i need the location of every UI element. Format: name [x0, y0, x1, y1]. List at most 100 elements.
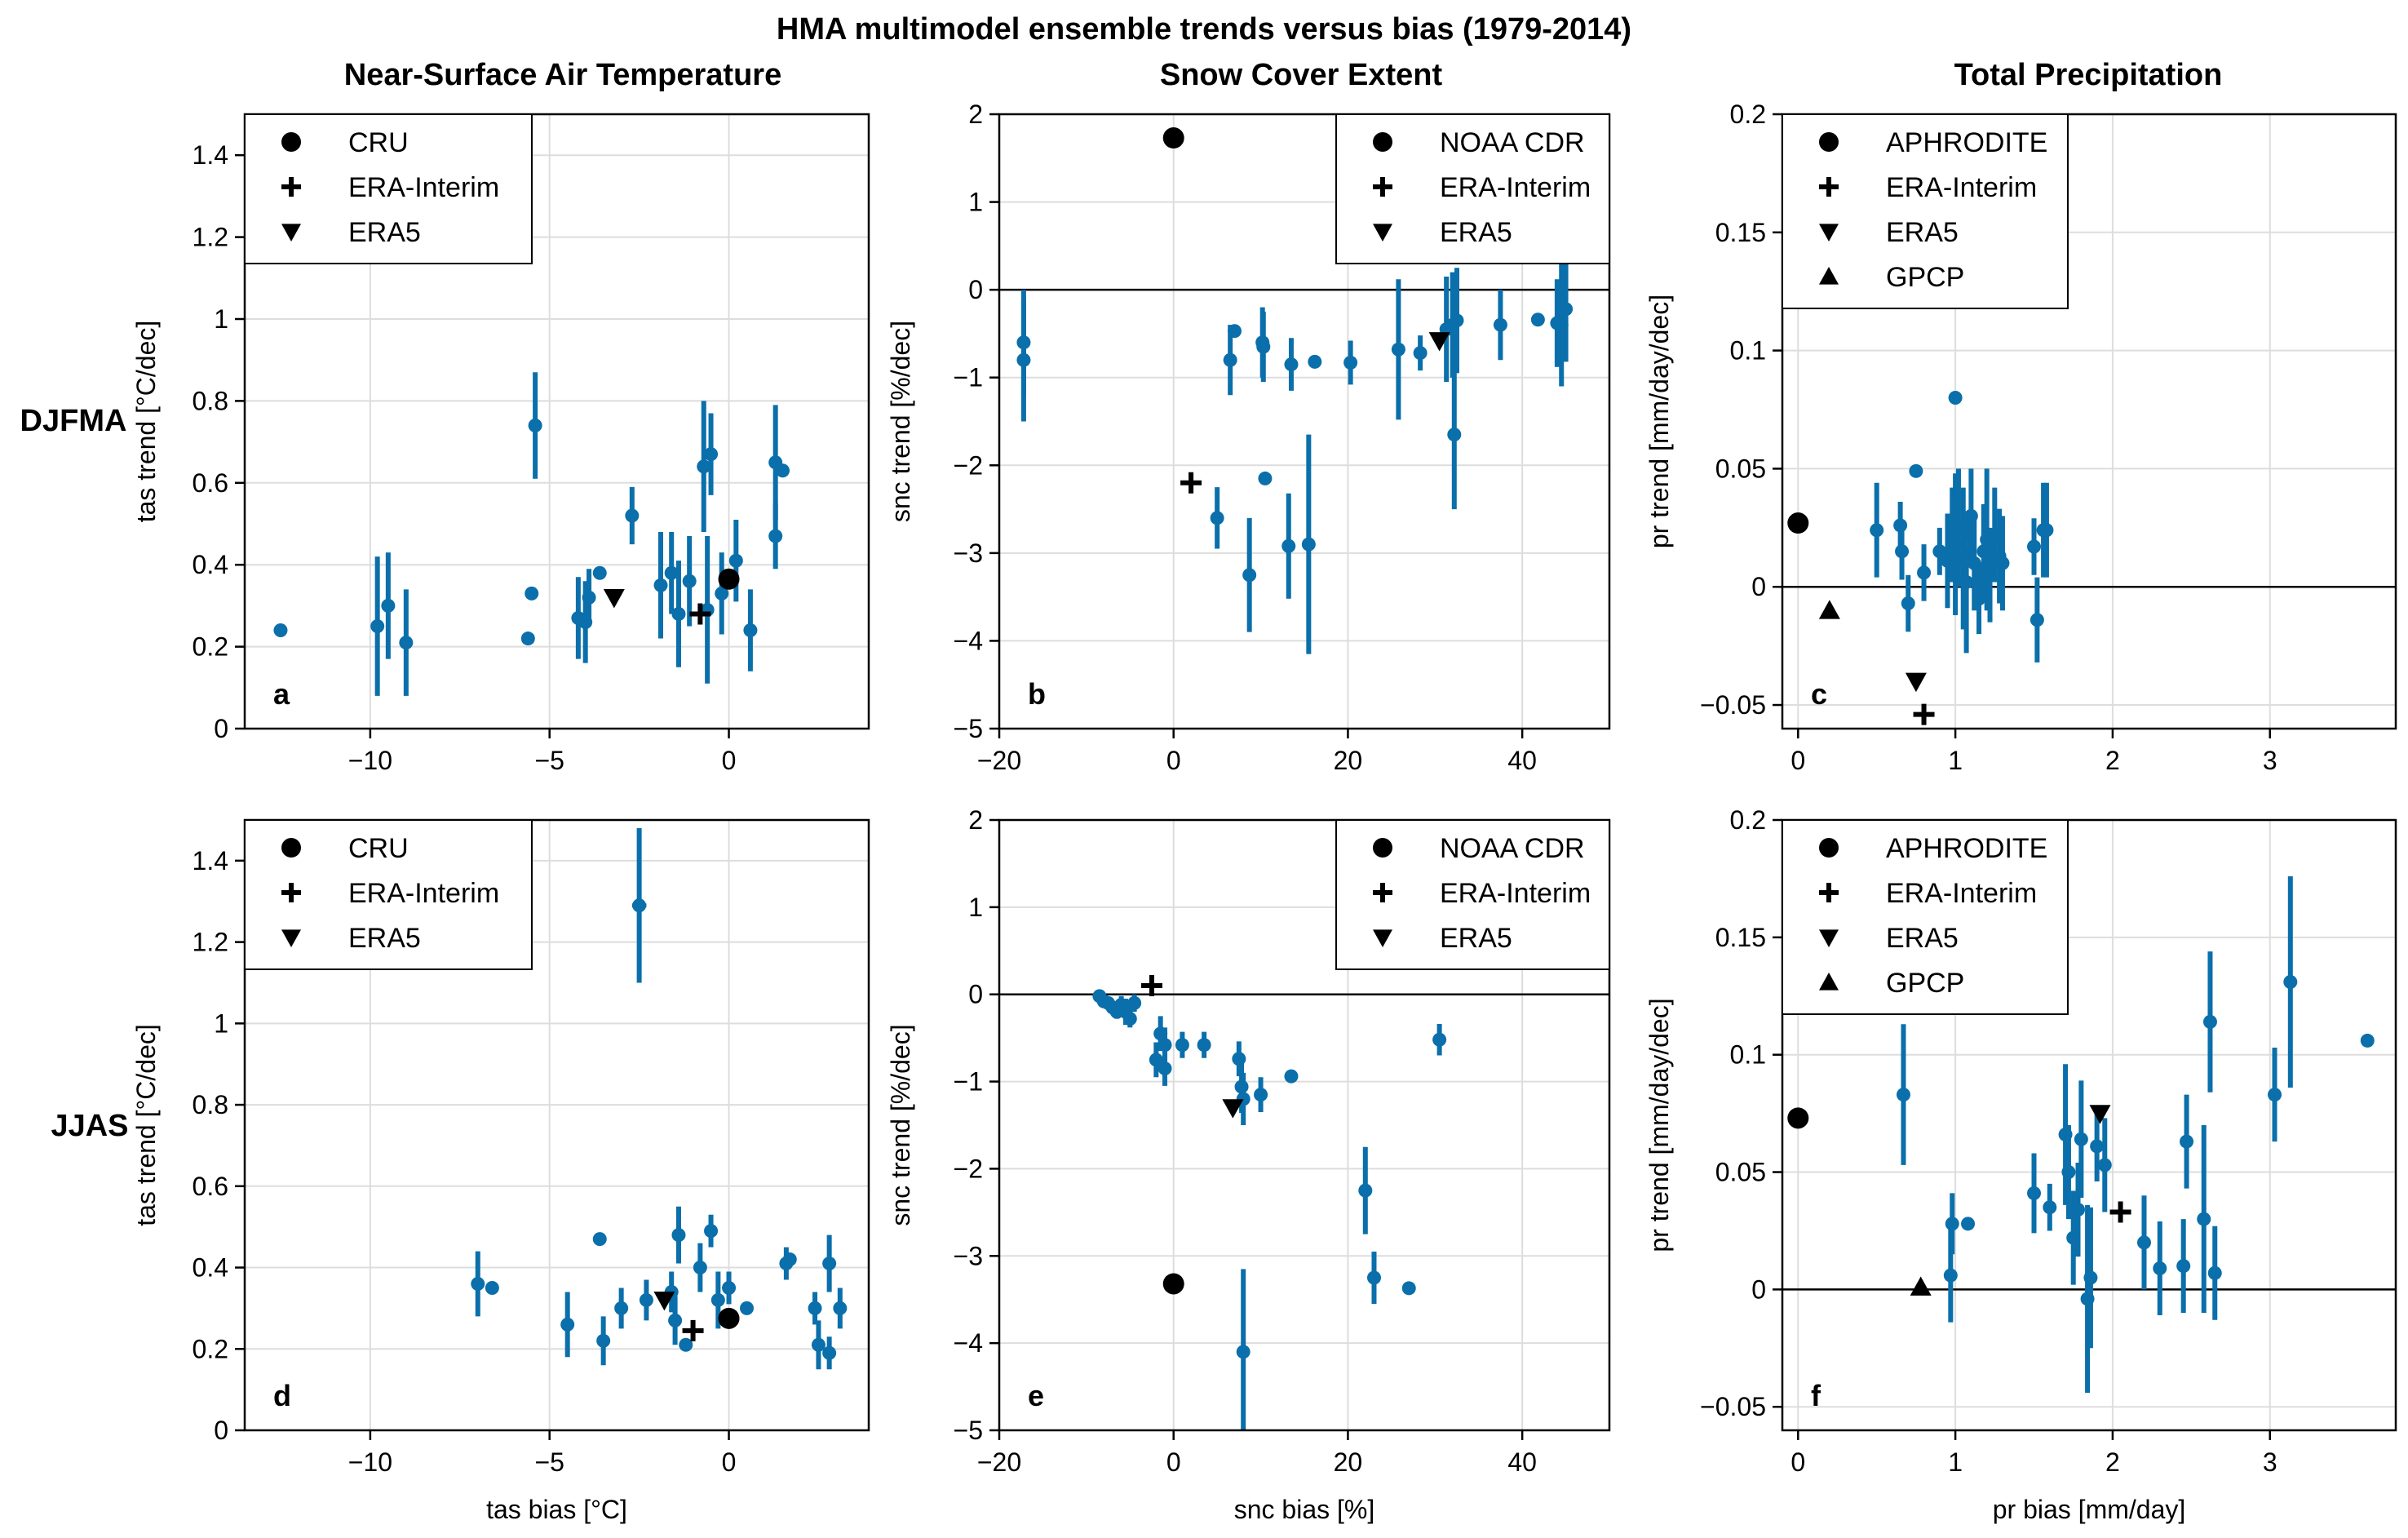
legend: CRU ERA-Interim ERA5 [244, 113, 533, 264]
y-tick-label: −2 [954, 450, 983, 480]
legend-label: NOAA CDR [1440, 833, 1585, 864]
x-tick-label: 0 [722, 746, 737, 775]
model-point [1870, 523, 1884, 538]
model-points [471, 827, 848, 1370]
column-title-temperature: Near-Surface Air Temperature [344, 58, 781, 92]
model-points [1787, 391, 2054, 725]
y-tick-label: 0.1 [1730, 336, 1766, 366]
model-point [715, 586, 729, 601]
y-tick-label: −1 [954, 1067, 983, 1097]
y-tick-label: 0.8 [193, 386, 228, 415]
legend-label: ERA-Interim [1440, 172, 1591, 203]
model-point [679, 1337, 693, 1352]
axes-frame [998, 113, 1611, 730]
model-point [2030, 613, 2044, 627]
legend: APHRODITE ERA-Interim ERA5 GPCP [1782, 113, 2069, 309]
reference-noaa-cdr [1162, 127, 1184, 149]
legend: CRU ERA-Interim ERA5 [244, 819, 533, 970]
model-point [653, 578, 668, 592]
model-point [1559, 302, 1574, 317]
model-point [520, 632, 535, 646]
reference-era5 [603, 588, 625, 609]
legend-marker [1819, 973, 1839, 991]
model-point [471, 1276, 485, 1291]
legend-marker [1373, 224, 1392, 242]
x-tick-label: 0 [1166, 746, 1181, 775]
reference-era5 [1222, 1099, 1244, 1119]
y-tick-label: 0.8 [193, 1090, 228, 1119]
y-tick-label: −2 [954, 1154, 983, 1183]
model-point [2202, 1014, 2217, 1029]
model-point [2083, 1270, 2098, 1285]
model-point [2136, 1235, 2151, 1250]
y-tick-label: −4 [954, 626, 983, 655]
model-point [728, 553, 743, 568]
model-point [273, 623, 288, 638]
x-tick-label: 20 [1334, 746, 1363, 775]
reference-gpcp [1910, 1276, 1932, 1296]
model-point [697, 459, 711, 474]
legend-label: ERA-Interim [1886, 878, 2037, 909]
model-point [1959, 574, 1974, 589]
x-tick-label: 20 [1334, 1447, 1363, 1477]
panel-letter: d [273, 1379, 291, 1412]
figure-title: HMA multimodel ensemble trends versus bi… [777, 12, 1631, 47]
legend-marker [281, 177, 301, 197]
y-tick-label: 0 [214, 1416, 228, 1445]
y-tick-label: −1 [954, 363, 983, 392]
model-point [1917, 565, 1932, 580]
y-tick-label: 0 [968, 275, 983, 304]
y-tick-label: 1 [968, 188, 983, 217]
model-point [1413, 346, 1428, 361]
panel-letter: a [273, 677, 290, 711]
legend-marker [1819, 883, 1839, 902]
reference-noaa-cdr [1162, 1273, 1184, 1295]
model-point [2061, 1165, 2076, 1180]
y-tick-label: 0 [968, 980, 983, 1009]
x-axis-label: pr bias [mm/day] [1993, 1495, 2186, 1524]
x-tick-label: 3 [2263, 1447, 2277, 1477]
model-point [2027, 539, 2042, 554]
model-point [1308, 354, 1322, 369]
model-point [1284, 357, 1299, 372]
model-point [1896, 1088, 1910, 1102]
x-tick-label: 2 [2105, 1447, 2120, 1477]
x-tick-label: −20 [977, 1447, 1021, 1477]
x-axis-label: snc bias [%] [1234, 1495, 1375, 1524]
panel-letter: b [1028, 677, 1046, 711]
reference-era-interim [1180, 472, 1202, 494]
y-axis-label: pr trend [mm/day/dec] [1644, 295, 1674, 548]
model-point [1158, 1038, 1172, 1053]
model-point [614, 1301, 629, 1315]
panel-b: −20 0 20 40 −5 −4 −3 −2 −1 0 1 2 snc trend [%/dec] b N… [886, 100, 1611, 775]
legend-marker [281, 224, 301, 242]
legend-label: APHRODITE [1886, 127, 2047, 158]
model-point [370, 619, 385, 633]
y-tick-label: −3 [954, 539, 983, 568]
model-point [1175, 1038, 1189, 1053]
model-point [592, 1232, 607, 1247]
y-tick-label: 0.05 [1715, 1158, 1766, 1187]
y-tick-label: 0.2 [1730, 100, 1766, 129]
legend-label: ERA-Interim [348, 172, 499, 203]
legend-marker [281, 132, 301, 152]
reference-era5 [1428, 332, 1450, 352]
model-point [2180, 1134, 2194, 1149]
reference-era-interim [2109, 1201, 2131, 1223]
model-point [1432, 1032, 1447, 1047]
y-tick-label: 0.4 [193, 1253, 228, 1283]
x-tick-label: −10 [348, 1447, 392, 1477]
y-tick-label: −5 [954, 1416, 983, 1445]
y-tick-label: 2 [968, 100, 983, 129]
y-tick-label: 0.6 [193, 1172, 228, 1201]
model-point [1961, 1217, 1976, 1231]
x-tick-label: 2 [2105, 746, 2120, 775]
y-tick-label: 0.15 [1715, 218, 1766, 247]
model-point [1895, 544, 1910, 559]
legend-label: GPCP [1886, 968, 1964, 999]
model-point [639, 1292, 653, 1307]
reference-aphrodite [1787, 512, 1809, 534]
panel-d: −10 −5 0 0 0.2 0.4 0.6 0.8 1 1.2 1.4 tas trend [°C/… [131, 818, 870, 1524]
model-point [671, 606, 686, 621]
